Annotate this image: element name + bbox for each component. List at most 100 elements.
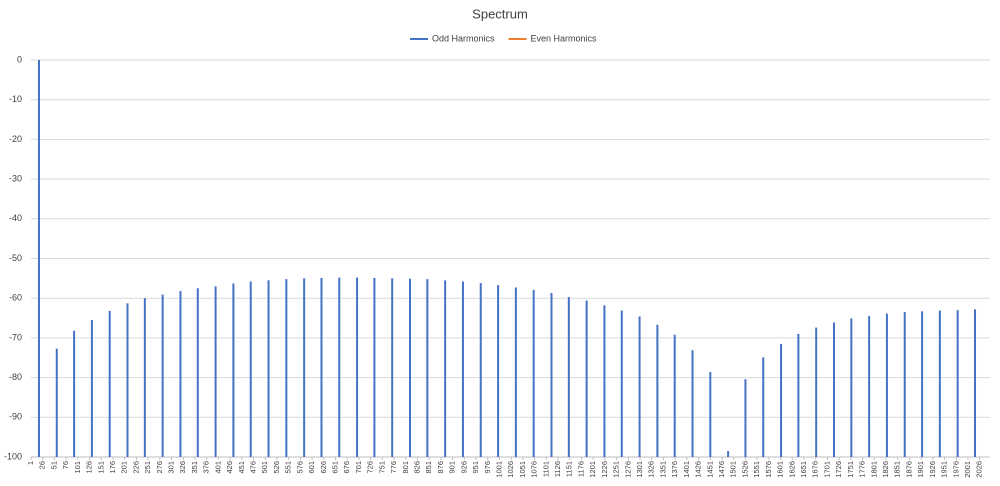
x-tick-label: 301 bbox=[167, 461, 176, 474]
bar bbox=[762, 357, 765, 457]
bar bbox=[532, 289, 535, 457]
bar bbox=[55, 348, 58, 457]
x-tick-label: 1001 bbox=[494, 461, 503, 478]
bar bbox=[638, 316, 641, 457]
x-tick-label: 151 bbox=[96, 461, 105, 474]
x-tick-label: 926 bbox=[459, 461, 468, 474]
bar bbox=[974, 309, 977, 457]
x-tick-label: 526 bbox=[272, 461, 281, 474]
x-tick-label: 1876 bbox=[904, 461, 913, 478]
bar bbox=[956, 310, 959, 457]
x-tick-label: 376 bbox=[202, 461, 211, 474]
y-tick-label: -10 bbox=[9, 94, 22, 104]
y-tick-label: -90 bbox=[9, 412, 22, 422]
x-tick-label: 651 bbox=[331, 461, 340, 474]
y-tick-label: -40 bbox=[9, 213, 22, 223]
x-tick-label: 251 bbox=[143, 461, 152, 474]
x-tick-label: 1651 bbox=[799, 461, 808, 478]
x-tick-label: 1401 bbox=[682, 461, 691, 478]
x-tick-label: 1551 bbox=[752, 461, 761, 478]
x-tick-label: 1526 bbox=[740, 461, 749, 478]
bar bbox=[90, 320, 93, 457]
x-tick-label: 901 bbox=[448, 461, 457, 474]
bar bbox=[868, 316, 871, 457]
bar bbox=[709, 372, 712, 457]
x-tick-label: 476 bbox=[249, 461, 258, 474]
x-tick-label: 26 bbox=[38, 461, 47, 469]
x-tick-label: 1801 bbox=[869, 461, 878, 478]
bar bbox=[391, 278, 394, 457]
x-tick-label: 1476 bbox=[717, 461, 726, 478]
x-tick-label: 1176 bbox=[576, 461, 585, 477]
y-tick-label: 0 bbox=[17, 54, 22, 64]
x-tick-label: 776 bbox=[389, 461, 398, 474]
x-tick-label: 1301 bbox=[635, 461, 644, 478]
bar bbox=[303, 278, 306, 457]
bar bbox=[497, 285, 500, 457]
x-tick-label: 1251 bbox=[612, 461, 621, 478]
x-tick-label: 2026 bbox=[975, 461, 984, 478]
bar bbox=[267, 280, 270, 457]
bar bbox=[426, 279, 429, 457]
bar bbox=[320, 277, 323, 457]
bar bbox=[903, 312, 906, 457]
bar bbox=[108, 310, 111, 457]
legend: Odd Harmonics Even Harmonics bbox=[410, 33, 597, 43]
x-tick-label: 401 bbox=[213, 461, 222, 474]
x-tick-label: 276 bbox=[155, 461, 164, 474]
x-tick-label: 1 bbox=[26, 461, 35, 465]
x-tick-label: 976 bbox=[483, 461, 492, 474]
bar bbox=[444, 280, 447, 457]
y-tick-label: -50 bbox=[9, 253, 22, 263]
bar bbox=[620, 310, 623, 457]
x-tick-label: 351 bbox=[190, 461, 199, 474]
bar bbox=[126, 303, 129, 457]
bar bbox=[885, 313, 888, 457]
bar bbox=[73, 330, 76, 457]
y-tick-label: -60 bbox=[9, 293, 22, 303]
x-tick-label: 201 bbox=[120, 461, 129, 474]
bar bbox=[744, 379, 747, 457]
x-tick-label: 1276 bbox=[623, 461, 632, 478]
x-tick-label: 1951 bbox=[940, 461, 949, 478]
y-tick-label: -70 bbox=[9, 332, 22, 342]
bar bbox=[727, 451, 730, 457]
x-tick-label: 576 bbox=[295, 461, 304, 474]
x-tick-label: 1726 bbox=[834, 461, 843, 478]
x-tick-label: 851 bbox=[424, 461, 433, 474]
x-tick-label: 676 bbox=[342, 461, 351, 474]
bar bbox=[143, 298, 146, 457]
x-tick-label: 1201 bbox=[588, 461, 597, 478]
bar bbox=[938, 310, 941, 457]
y-tick-label: -20 bbox=[9, 134, 22, 144]
x-tick-label: 1976 bbox=[951, 461, 960, 478]
x-tick-label: 1701 bbox=[822, 461, 831, 478]
bar bbox=[214, 286, 217, 457]
x-tick-label: 101 bbox=[73, 461, 82, 474]
x-tick-label: 876 bbox=[436, 461, 445, 474]
x-tick-label: 326 bbox=[178, 461, 187, 474]
bar bbox=[673, 334, 676, 457]
x-tick-label: 176 bbox=[108, 461, 117, 474]
bar bbox=[797, 333, 800, 457]
y-tick-label: -80 bbox=[9, 372, 22, 382]
bar bbox=[461, 281, 464, 457]
x-tick-label: 1051 bbox=[518, 461, 527, 478]
bar bbox=[550, 293, 553, 457]
x-tick-label: 551 bbox=[284, 461, 293, 474]
bar bbox=[373, 277, 376, 457]
legend-label: Odd Harmonics bbox=[432, 33, 495, 43]
bar bbox=[832, 322, 835, 457]
x-tick-label: 1126 bbox=[553, 461, 562, 477]
bar bbox=[232, 283, 235, 457]
bar bbox=[514, 287, 517, 457]
bar bbox=[850, 318, 853, 457]
x-tick-label: 1026 bbox=[506, 461, 515, 478]
bar bbox=[585, 300, 588, 457]
x-tick-label: 1901 bbox=[916, 461, 925, 478]
x-tick-label: 1326 bbox=[647, 461, 656, 478]
x-tick-label: 951 bbox=[471, 461, 480, 474]
x-tick-label: 1851 bbox=[893, 461, 902, 478]
x-tick-label: 1776 bbox=[858, 461, 867, 478]
